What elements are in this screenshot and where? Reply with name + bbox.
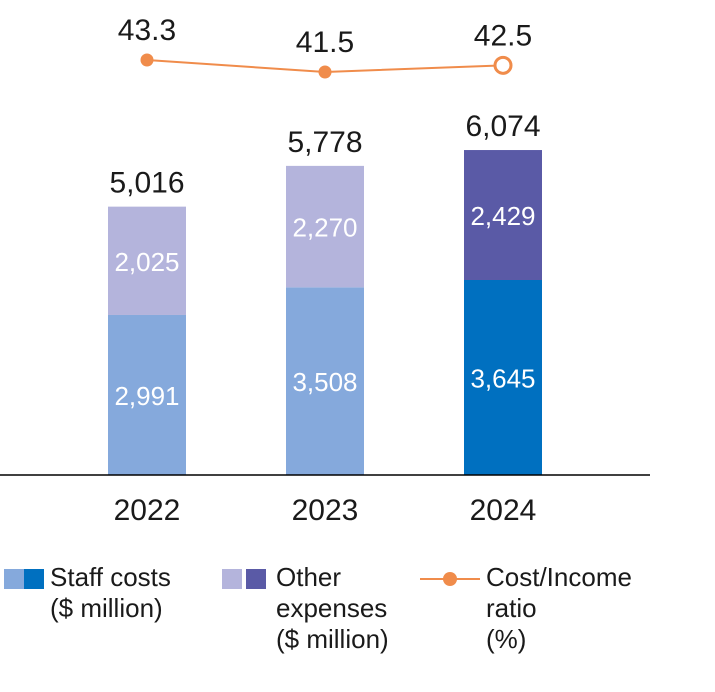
bar-other-2022 [108, 206, 186, 315]
legend-label-staff: Staff costs ($ million) [50, 562, 171, 624]
label-total-2023: 5,778 [287, 126, 362, 159]
legend-staff-line1: Staff costs [50, 562, 171, 592]
legend-swatch-staff-light [4, 569, 24, 589]
label-total-2022: 5,016 [109, 167, 184, 200]
label-other-2023: 2,270 [292, 213, 357, 243]
label-total-2024: 6,074 [465, 110, 540, 143]
ratio-line-layer [140, 53, 513, 79]
legend-label-other: Other expenses ($ million) [276, 562, 389, 655]
label-staff-2022: 2,991 [114, 381, 179, 411]
legend-other-line2: expenses [276, 593, 388, 623]
legend-ratio-line2: ratio [486, 593, 537, 623]
label-staff-2024: 3,645 [470, 363, 535, 393]
bar-other-2024 [464, 150, 542, 280]
label-staff-2023: 3,508 [292, 367, 357, 397]
chart: 2,991 2,025 5,016 2022 3,508 2,270 5,778 2023 3,… [0, 14, 650, 527]
bar-other-2023 [286, 165, 364, 288]
label-ratio-2022: 43.3 [118, 14, 176, 47]
legend-other-line1: Other [276, 562, 342, 592]
label-ratio-2024: 42.5 [474, 19, 532, 52]
labels-layer: 2,991 2,025 5,016 2022 3,508 2,270 5,778 2023 3,… [109, 14, 540, 527]
legend-staff-line2: ($ million) [50, 593, 163, 623]
ratio-point-2023 [318, 65, 332, 79]
bars-layer [108, 150, 542, 475]
ratio-point-2024 [493, 55, 513, 75]
ratio-point-2022 [140, 53, 154, 67]
bar-staff-2022 [108, 314, 186, 475]
legend-ratio-line3: (%) [486, 624, 527, 654]
x-tick-2023: 2023 [292, 494, 359, 527]
legend-swatch-other-dark [246, 569, 266, 589]
bar-staff-2023 [286, 287, 364, 475]
x-tick-2024: 2024 [470, 494, 537, 527]
legend-ratio-line-marker [420, 572, 480, 586]
label-other-2022: 2,025 [114, 247, 179, 277]
label-other-2024: 2,429 [470, 201, 535, 231]
legend-label-ratio: Cost/Income ratio (%) [486, 562, 632, 655]
legend-other-line3: ($ million) [276, 624, 389, 654]
legend-ratio-line1: Cost/Income [486, 562, 632, 592]
label-ratio-2023: 41.5 [296, 26, 354, 59]
bar-staff-2024 [464, 279, 542, 475]
x-tick-2022: 2022 [114, 494, 181, 527]
legend-swatch-staff-dark [24, 569, 44, 589]
legend-swatch-other-light [222, 569, 242, 589]
